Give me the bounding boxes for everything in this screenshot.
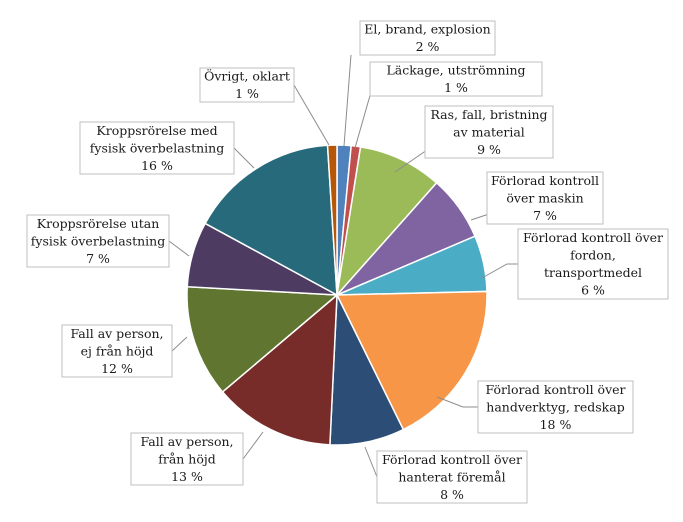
- leader-line-8: [242, 431, 264, 460]
- data-label-category: Läckage, utströmning: [386, 63, 525, 78]
- data-label-value: 8 %: [440, 487, 464, 502]
- data-label-category: Kroppsrörelse med: [96, 123, 217, 138]
- leader-line-7: [364, 446, 378, 478]
- data-label-value: 7 %: [533, 208, 557, 223]
- data-label-box: [376, 450, 528, 504]
- pie-slice-8: [221, 293, 338, 446]
- data-label-box: [359, 20, 496, 56]
- data-label-category: Fall av person,: [140, 434, 233, 449]
- data-label-category: av material: [453, 124, 525, 139]
- leader-line-9: [171, 336, 188, 352]
- pie-slice-9: [186, 285, 339, 393]
- data-label-12: Övrigt, oklart 1 %: [199, 67, 295, 103]
- leader-lines: [168, 54, 518, 478]
- data-label-4: Förlorad kontroll över maskin 7 %: [486, 171, 604, 225]
- data-label-8: Fall av person, från höjd 13 %: [130, 432, 244, 486]
- data-label-category: Förlorad kontroll över: [382, 452, 522, 467]
- leader-line-12: [293, 84, 330, 146]
- data-label-box: [199, 67, 295, 103]
- data-label-1: El, brand, explosion 2 %: [359, 20, 496, 56]
- data-label-text: Kroppsrörelse med fysisk överbelastning 16…: [90, 123, 224, 173]
- data-label-value: 12 %: [101, 361, 133, 376]
- data-label-box: [26, 214, 170, 268]
- data-label-box: [486, 171, 604, 225]
- leader-line-11: [233, 147, 255, 169]
- data-label-value: 1 %: [235, 86, 259, 101]
- data-label-category: transportmedel: [544, 265, 642, 280]
- leader-line-5: [481, 263, 518, 279]
- data-label-category: Förlorad kontroll: [491, 173, 599, 188]
- data-label-6: Förlorad kontroll över handverktyg, redsk…: [477, 380, 634, 434]
- data-label-box: [477, 380, 634, 434]
- data-label-text: Förlorad kontroll över hanterat föremål 8 …: [382, 452, 522, 502]
- data-label-category: Ras, fall, bristning: [430, 107, 547, 122]
- data-label-category: Förlorad kontroll över: [485, 382, 625, 397]
- leader-line-3: [394, 149, 428, 173]
- data-label-text: Läckage, utströmning 1 %: [386, 63, 525, 96]
- data-label-text: Kroppsrörelse utan fysisk överbelastning 7…: [31, 216, 165, 266]
- data-label-5: Förlorad kontroll över fordon, transportme…: [517, 228, 669, 300]
- data-label-10: Kroppsrörelse utan fysisk överbelastning 7…: [26, 214, 170, 268]
- data-label-11: Kroppsrörelse med fysisk överbelastning 16…: [79, 121, 235, 175]
- data-label-text: Övrigt, oklart 1 %: [204, 68, 290, 102]
- pie-slice-6: [335, 290, 488, 431]
- data-label-value: 16 %: [141, 158, 173, 173]
- data-label-category: handverktyg, redskap: [486, 399, 624, 414]
- data-label-category: från höjd: [158, 451, 216, 466]
- data-label-box: [424, 105, 554, 159]
- leader-line-1: [343, 54, 352, 147]
- data-label-value: 7 %: [86, 251, 110, 266]
- data-label-value: 9 %: [477, 142, 501, 157]
- pie-slice-11: [204, 144, 338, 297]
- data-label-box: [369, 61, 543, 97]
- data-label-box: [130, 432, 244, 486]
- data-label-category: fysisk överbelastning: [90, 140, 224, 155]
- data-label-value: 2 %: [416, 39, 440, 54]
- data-label-box: [517, 228, 669, 300]
- data-label-3: Ras, fall, bristning av material 9 %: [424, 105, 554, 159]
- leader-line-4: [470, 213, 490, 221]
- data-label-box: [79, 121, 235, 175]
- data-label-category: Övrigt, oklart: [204, 68, 290, 84]
- data-label-category: Kroppsrörelse utan: [37, 216, 160, 231]
- data-label-category: hanterat föremål: [398, 469, 505, 484]
- data-label-value: 1 %: [444, 80, 468, 95]
- data-label-text: Förlorad kontroll över handverktyg, redsk…: [485, 382, 625, 432]
- data-label-text: Förlorad kontroll över maskin 7 %: [491, 173, 599, 223]
- data-label-category: Fall av person,: [70, 326, 163, 341]
- data-label-category: El, brand, explosion: [364, 22, 490, 37]
- data-label-2: Läckage, utströmning 1 %: [369, 61, 543, 97]
- data-label-value: 6 %: [581, 283, 605, 298]
- data-label-category: fysisk överbelastning: [31, 233, 165, 248]
- data-label-text: Ras, fall, bristning av material 9 %: [430, 107, 547, 157]
- data-label-text: El, brand, explosion 2 %: [364, 22, 490, 55]
- data-label-value: 18 %: [540, 417, 572, 432]
- pie-slice-3: [335, 146, 438, 298]
- leader-line-10: [168, 240, 190, 257]
- data-label-box: [61, 324, 173, 378]
- data-labels: El, brand, explosion 2 % Läckage, utströmn…: [26, 20, 669, 504]
- data-label-text: Fall av person, ej från höjd 12 %: [70, 326, 163, 376]
- data-label-category: över maskin: [506, 190, 583, 205]
- data-label-category: Förlorad kontroll över: [523, 230, 663, 245]
- data-label-text: Förlorad kontroll över fordon, transportme…: [523, 230, 663, 298]
- data-label-value: 13 %: [171, 469, 203, 484]
- pie-slices: [186, 144, 488, 446]
- data-label-9: Fall av person, ej från höjd 12 %: [61, 324, 173, 378]
- data-label-category: fordon,: [570, 248, 616, 263]
- leader-line-2: [354, 91, 372, 149]
- data-label-category: ej från höjd: [81, 343, 154, 358]
- leader-line-6: [436, 396, 478, 408]
- pie-slice-12: [326, 144, 338, 296]
- data-label-7: Förlorad kontroll över hanterat föremål 8 …: [376, 450, 528, 504]
- data-label-text: Fall av person, från höjd 13 %: [140, 434, 233, 484]
